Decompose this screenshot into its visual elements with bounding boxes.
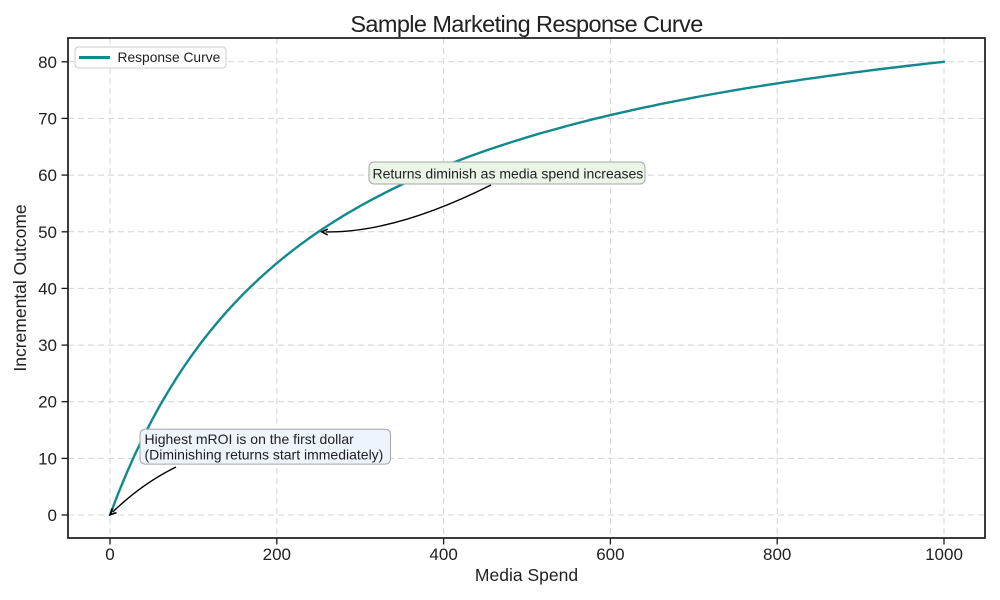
svg-text:Highest mROI is on the first d: Highest mROI is on the first dollar [145, 431, 355, 447]
svg-text:800: 800 [763, 545, 791, 564]
svg-text:Media Spend: Media Spend [475, 565, 578, 585]
svg-text:Response Curve: Response Curve [118, 50, 221, 65]
svg-text:40: 40 [38, 279, 57, 298]
svg-text:600: 600 [596, 545, 624, 564]
svg-text:20: 20 [38, 393, 57, 412]
svg-text:1000: 1000 [925, 545, 963, 564]
svg-text:60: 60 [38, 166, 57, 185]
svg-text:Incremental Outcome: Incremental Outcome [10, 204, 30, 371]
svg-text:10: 10 [38, 449, 57, 468]
svg-text:0: 0 [105, 545, 114, 564]
svg-text:Sample Marketing Response Curv: Sample Marketing Response Curve [350, 11, 703, 37]
svg-text:Returns diminish as media spen: Returns diminish as media spend increase… [373, 166, 644, 182]
svg-text:50: 50 [38, 223, 57, 242]
svg-text:(Diminishing returns start imm: (Diminishing returns start immediately) [145, 446, 384, 462]
svg-text:0: 0 [48, 506, 57, 525]
svg-text:30: 30 [38, 336, 57, 355]
svg-text:70: 70 [38, 109, 57, 128]
svg-text:80: 80 [38, 53, 57, 72]
svg-text:400: 400 [429, 545, 457, 564]
svg-text:200: 200 [263, 545, 291, 564]
